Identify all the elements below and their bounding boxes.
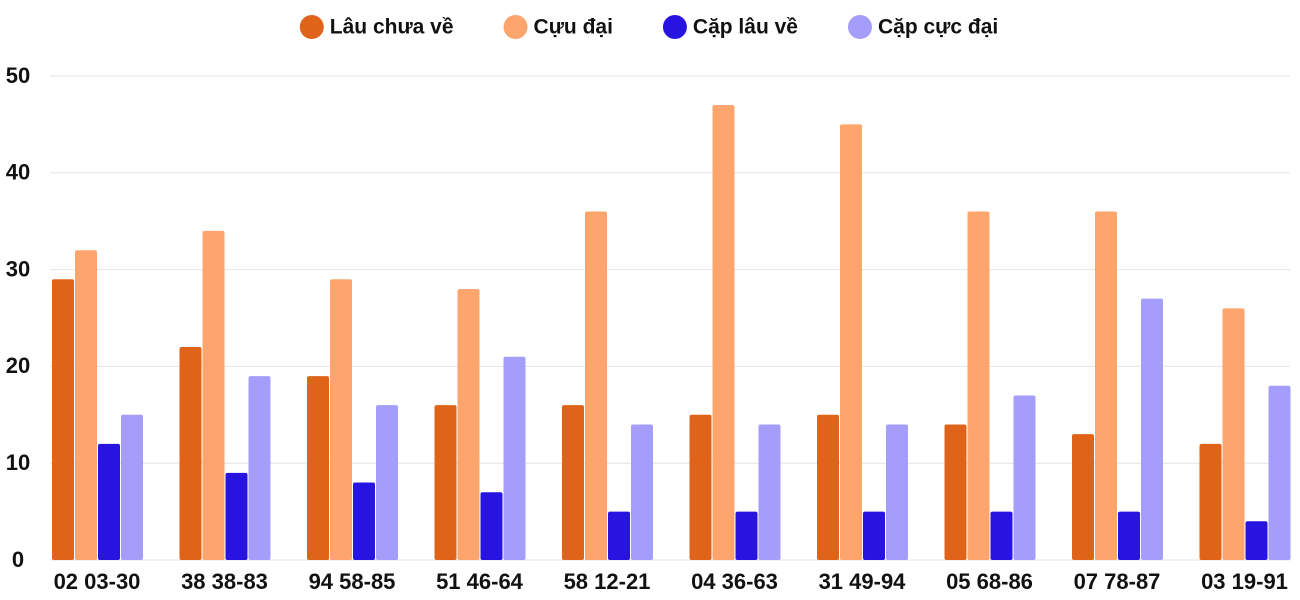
bar — [608, 511, 630, 560]
bar — [758, 424, 781, 560]
bar — [480, 492, 503, 560]
legend-swatch — [847, 15, 872, 39]
bar — [1268, 385, 1291, 560]
bar — [98, 443, 120, 560]
bar — [376, 405, 398, 560]
legend-label: Cựu đại — [534, 16, 613, 39]
y-tick-label: 10 — [6, 450, 30, 475]
bar — [863, 511, 885, 560]
legend-swatch — [503, 15, 528, 39]
bar — [631, 424, 653, 560]
bar — [585, 211, 607, 560]
legend: Lâu chưa về Cựu đại Cặp lâu về Cặp cực đại — [299, 15, 998, 39]
legend-label: Cặp cực đại — [878, 16, 998, 39]
y-tick-label: 40 — [6, 160, 30, 185]
x-tick-label: 94 58-85 — [309, 569, 396, 594]
bar — [1245, 521, 1268, 560]
bar — [1141, 298, 1163, 560]
bar — [967, 211, 990, 560]
y-tick-label: 30 — [6, 256, 30, 281]
bar — [712, 105, 735, 560]
bar — [1095, 211, 1117, 560]
legend-swatch — [299, 15, 324, 39]
bar — [944, 424, 967, 560]
bar — [75, 250, 97, 561]
x-tick-label: 51 46-64 — [436, 569, 524, 594]
bar — [121, 414, 143, 560]
x-tick-label: 04 36-63 — [691, 569, 778, 594]
y-tick-label: 50 — [6, 63, 30, 88]
bar — [503, 356, 526, 560]
x-tick-label: 03 19-91 — [1201, 569, 1288, 594]
bar — [1199, 443, 1222, 560]
bar — [353, 482, 375, 560]
bar — [225, 472, 248, 560]
x-tick-label: 38 38-83 — [181, 569, 268, 594]
bar — [248, 376, 271, 560]
bar — [179, 347, 202, 560]
x-tick-label: 58 12-21 — [564, 569, 651, 594]
x-tick-label: 07 78-87 — [1074, 569, 1161, 594]
bar — [52, 279, 74, 560]
legend-swatch — [662, 15, 687, 39]
legend-label: Cặp lâu về — [693, 16, 798, 39]
bar — [202, 230, 225, 560]
bar — [886, 424, 908, 560]
bar — [990, 511, 1013, 560]
bar — [562, 405, 584, 560]
bar — [457, 288, 480, 560]
bar — [330, 279, 352, 560]
legend-label: Lâu chưa về — [330, 16, 454, 39]
x-tick-label: 02 03-30 — [54, 569, 141, 594]
bar — [434, 405, 457, 560]
y-tick-label: 0 — [12, 547, 24, 572]
bar — [817, 414, 839, 560]
y-tick-label: 20 — [6, 353, 30, 378]
bar — [1118, 511, 1140, 560]
bar — [1013, 395, 1036, 560]
bar — [689, 414, 712, 560]
bar — [1222, 308, 1245, 560]
bar — [1072, 434, 1094, 560]
x-tick-label: 05 68-86 — [946, 569, 1033, 594]
bar — [735, 511, 758, 560]
bar — [307, 376, 329, 560]
x-tick-label: 31 49-94 — [819, 569, 907, 594]
bar — [840, 124, 862, 561]
